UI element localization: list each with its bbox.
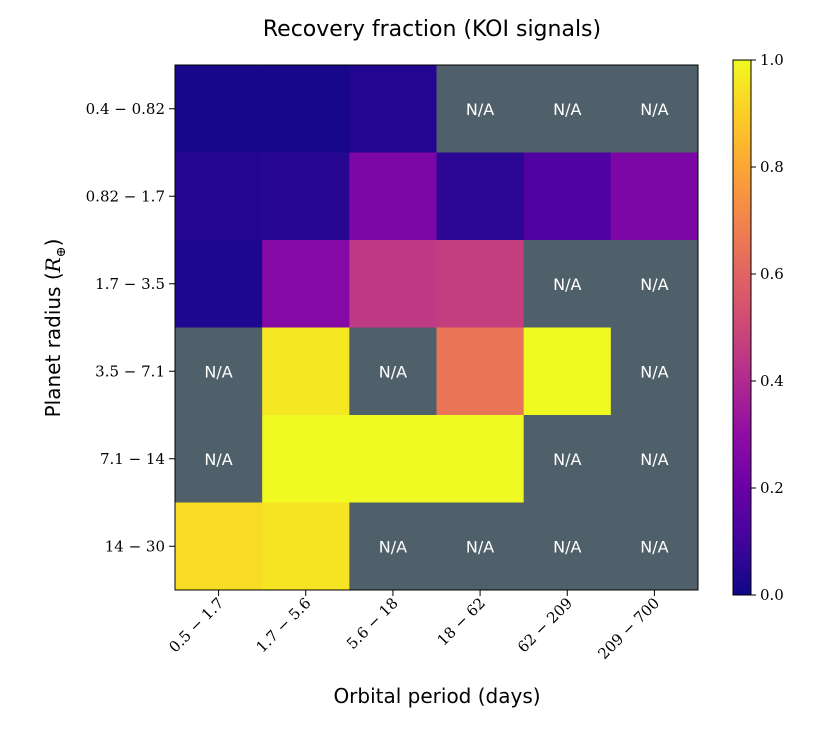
heatmap-cell bbox=[436, 65, 525, 153]
heatmap-cell bbox=[349, 415, 437, 503]
y-tick-label: 0.4 − 0.82 bbox=[86, 100, 165, 118]
heatmap-cell bbox=[523, 502, 612, 591]
x-tick-label: 209 − 700 bbox=[594, 594, 663, 663]
y-axis-label-close: ) bbox=[41, 239, 65, 247]
heatmap-cell bbox=[349, 502, 437, 591]
heatmap-cell bbox=[610, 415, 699, 503]
heatmap-cell bbox=[262, 502, 350, 591]
x-tick-label: 1.7 − 5.6 bbox=[252, 594, 314, 656]
missing-label: N/A bbox=[640, 362, 668, 381]
colorbar-tick-label: 0.2 bbox=[760, 479, 784, 497]
y-tick-label: 14 − 30 bbox=[105, 537, 165, 555]
heatmap-cell bbox=[349, 240, 437, 328]
heatmap-cell bbox=[175, 240, 263, 328]
y-axis-label-main: Planet radius ( bbox=[41, 272, 65, 417]
plot-frame bbox=[174, 64, 699, 591]
y-tick-label: 3.5 − 7.1 bbox=[95, 362, 165, 380]
heatmap-cell bbox=[262, 327, 350, 416]
x-tick-label: 18 − 62 bbox=[434, 594, 489, 649]
missing-label: N/A bbox=[466, 100, 494, 119]
heatmap-cell bbox=[175, 152, 263, 241]
missing-label: N/A bbox=[640, 537, 668, 556]
missing-label: N/A bbox=[640, 100, 668, 119]
heatmap-cell bbox=[262, 65, 350, 153]
heatmap-cell bbox=[523, 327, 612, 416]
y-axis-label-symbol: R bbox=[41, 257, 65, 273]
heatmap-cell bbox=[436, 415, 525, 503]
missing-label: N/A bbox=[640, 275, 668, 294]
y-tick-label: 7.1 − 14 bbox=[100, 450, 165, 468]
chart-title: Recovery fraction (KOI signals) bbox=[263, 17, 601, 42]
missing-label: N/A bbox=[204, 362, 232, 381]
missing-label: N/A bbox=[204, 450, 232, 469]
missing-labels: N/A N/A N/A N/A N/A N/A N/A N/A N/A N/A N/A N/A N/A N… bbox=[204, 100, 668, 557]
heatmap-cell bbox=[610, 65, 699, 153]
heatmap-cell bbox=[175, 327, 263, 416]
heatmap-cell bbox=[175, 415, 263, 503]
heatmap-cell bbox=[349, 152, 437, 241]
heatmap-cell bbox=[610, 240, 699, 328]
heatmap-cell bbox=[610, 152, 699, 241]
heatmap-cell bbox=[523, 240, 612, 328]
colorbar-ticks: 0.0 0.2 0.4 0.6 0.8 1.0 bbox=[751, 51, 784, 604]
heatmap-cell bbox=[523, 415, 612, 503]
missing-label: N/A bbox=[379, 362, 407, 381]
heatmap-cell bbox=[610, 327, 699, 416]
colorbar-tick-label: 0.8 bbox=[760, 158, 784, 176]
y-axis-label-subscript: ⊕ bbox=[54, 246, 69, 257]
colorbar bbox=[732, 59, 752, 596]
heatmap-cell bbox=[262, 415, 350, 503]
missing-label: N/A bbox=[553, 537, 581, 556]
colorbar-tick-label: 1.0 bbox=[760, 51, 784, 69]
y-tick-label: 1.7 − 3.5 bbox=[95, 275, 165, 293]
heatmap-cell bbox=[436, 502, 525, 591]
heatmap-cell bbox=[523, 152, 612, 241]
heatmap-cell bbox=[349, 65, 437, 153]
heatmap-cell bbox=[610, 502, 699, 591]
x-axis-label: Orbital period (days) bbox=[333, 684, 540, 708]
y-axis-ticks: 0.4 − 0.82 0.82 − 1.7 1.7 − 3.5 3.5 − 7.1 7.… bbox=[86, 100, 175, 555]
heatmap-cell bbox=[175, 65, 263, 153]
missing-label: N/A bbox=[553, 275, 581, 294]
heatmap-cells bbox=[175, 65, 699, 591]
x-tick-label: 0.5 − 1.7 bbox=[165, 594, 227, 656]
heatmap-cell bbox=[349, 327, 437, 416]
y-tick-label: 0.82 − 1.7 bbox=[86, 187, 165, 205]
heatmap-cell bbox=[175, 502, 263, 591]
y-axis-label: Planet radius (R⊕) bbox=[41, 239, 69, 418]
heatmap-cell bbox=[262, 240, 350, 328]
heatmap-cell bbox=[262, 152, 350, 241]
x-axis-ticks: 0.5 − 1.7 1.7 − 5.6 5.6 − 18 18 − 62 62 − 20… bbox=[165, 590, 663, 663]
x-tick-label: 62 − 209 bbox=[514, 594, 576, 656]
x-tick-label: 5.6 − 18 bbox=[343, 594, 402, 653]
heatmap-cell bbox=[436, 240, 525, 328]
missing-label: N/A bbox=[466, 537, 494, 556]
missing-label: N/A bbox=[640, 450, 668, 469]
missing-label: N/A bbox=[553, 450, 581, 469]
missing-label: N/A bbox=[553, 100, 581, 119]
colorbar-tick-label: 0.0 bbox=[760, 586, 784, 604]
colorbar-tick-label: 0.4 bbox=[760, 372, 784, 390]
heatmap-cell bbox=[436, 327, 525, 416]
heatmap-cell bbox=[523, 65, 612, 153]
colorbar-tick-label: 0.6 bbox=[760, 265, 784, 283]
missing-label: N/A bbox=[379, 537, 407, 556]
heatmap-cell bbox=[436, 152, 525, 241]
